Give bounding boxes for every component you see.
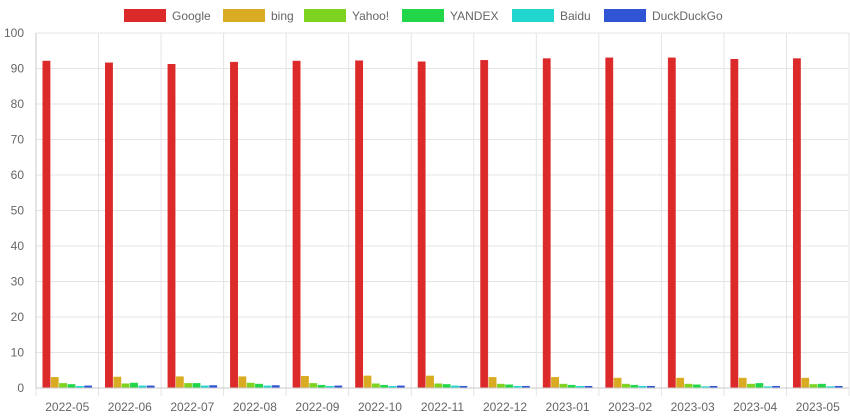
bar-yahoo-2023-05[interactable] — [809, 384, 818, 389]
x-tick-label: 2023-02 — [608, 400, 652, 414]
bar-yahoo-2023-01[interactable] — [559, 383, 568, 389]
bars — [42, 57, 843, 389]
legend-label: Yahoo! — [352, 9, 389, 23]
y-tick-label: 30 — [11, 275, 25, 289]
legend-swatch — [512, 9, 554, 22]
bar-yahoo-2023-04[interactable] — [747, 383, 755, 389]
x-tick-label: 2022-11 — [421, 400, 464, 414]
x-tick-label: 2023-03 — [671, 400, 715, 414]
bar-google-2022-08[interactable] — [230, 61, 238, 389]
x-tick-label: 2022-09 — [295, 400, 339, 414]
legend-label: YANDEX — [450, 9, 498, 23]
bar-google-2022-09[interactable] — [292, 60, 301, 389]
bar-google-2022-10[interactable] — [355, 60, 364, 389]
bar-yahoo-2022-11[interactable] — [434, 383, 443, 389]
bar-bing-2022-05[interactable] — [50, 377, 59, 389]
legend-item-yandex[interactable]: YANDEX — [402, 9, 498, 23]
y-tick-label: 50 — [11, 204, 25, 218]
x-tick-label: 2022-12 — [483, 400, 527, 414]
bar-yahoo-2022-09[interactable] — [309, 383, 318, 389]
bar-yahoo-2022-12[interactable] — [496, 383, 505, 389]
bar-bing-2022-10[interactable] — [363, 375, 372, 389]
bar-google-2022-06[interactable] — [105, 62, 113, 389]
legend-swatch — [223, 9, 265, 22]
bar-yahoo-2023-03[interactable] — [684, 383, 693, 389]
legend-label: DuckDuckGo — [652, 9, 723, 23]
bar-yahoo-2022-07[interactable] — [184, 383, 193, 389]
legend-label: bing — [271, 9, 294, 23]
bar-google-2022-05[interactable] — [42, 60, 51, 389]
legend-item-duckduckgo[interactable]: DuckDuckGo — [604, 9, 723, 23]
bar-google-2023-03[interactable] — [667, 57, 676, 389]
y-tick-label: 20 — [11, 310, 25, 324]
y-tick-label: 40 — [11, 239, 25, 253]
bar-google-2023-05[interactable] — [792, 58, 801, 389]
y-tick-label: 60 — [11, 168, 25, 182]
bar-bing-2023-03[interactable] — [676, 377, 685, 389]
y-tick-label: 90 — [11, 62, 25, 76]
x-tick-label: 2022-08 — [233, 400, 277, 414]
legend-item-bing[interactable]: bing — [223, 9, 294, 23]
bar-bing-2023-01[interactable] — [551, 377, 559, 389]
bar-yandex-2022-08[interactable] — [255, 383, 263, 389]
x-tick-label: 2022-05 — [45, 400, 89, 414]
bar-bing-2022-11[interactable] — [426, 375, 434, 389]
bar-bing-2022-12[interactable] — [488, 377, 497, 389]
bar-google-2023-02[interactable] — [605, 57, 614, 389]
legend-item-google[interactable]: Google — [124, 9, 211, 23]
y-tick-label: 100 — [4, 26, 24, 40]
bar-yandex-2023-04[interactable] — [755, 383, 764, 389]
bar-yahoo-2022-10[interactable] — [371, 383, 380, 389]
bar-yahoo-2022-06[interactable] — [121, 383, 130, 389]
bar-yandex-2023-05[interactable] — [817, 383, 826, 389]
bar-bing-2023-04[interactable] — [738, 377, 747, 389]
y-tick-label: 80 — [11, 97, 25, 111]
bar-bing-2022-09[interactable] — [300, 376, 309, 389]
legend-item-yahoo[interactable]: Yahoo! — [304, 9, 389, 23]
legend: Google bing Yahoo! YANDEX Baidu DuckDuckGo — [124, 9, 723, 23]
x-tick-label: 2022-06 — [108, 400, 152, 414]
bar-google-2022-07[interactable] — [167, 63, 176, 389]
bar-bing-2022-07[interactable] — [175, 376, 184, 389]
axes: 0 10 20 30 40 50 60 70 80 90 100 2022-05 2022-06 2022… — [4, 26, 849, 414]
bar-bing-2022-06[interactable] — [113, 376, 122, 389]
legend-item-baidu[interactable]: Baidu — [512, 9, 591, 23]
y-tick-label: 0 — [17, 381, 24, 395]
bar-yandex-2022-06[interactable] — [130, 382, 138, 389]
bar-google-2022-11[interactable] — [417, 61, 426, 389]
legend-swatch — [304, 9, 346, 22]
x-tick-label: 2022-10 — [358, 400, 402, 414]
bar-google-2023-01[interactable] — [542, 58, 551, 389]
x-tick-label: 2022-07 — [170, 400, 214, 414]
y-tick-label: 10 — [11, 346, 25, 360]
legend-swatch — [124, 9, 166, 22]
bar-yandex-2022-11[interactable] — [442, 384, 451, 389]
x-tick-label: 2023-01 — [546, 400, 590, 414]
bar-google-2022-12[interactable] — [480, 60, 489, 389]
x-tick-label: 2023-05 — [796, 400, 840, 414]
bar-yandex-2022-07[interactable] — [192, 383, 201, 389]
legend-swatch — [402, 9, 444, 22]
bar-bing-2023-02[interactable] — [613, 377, 622, 389]
bar-bing-2022-08[interactable] — [238, 376, 247, 389]
bar-yahoo-2023-02[interactable] — [622, 383, 630, 389]
legend-swatch — [604, 9, 646, 22]
bar-yandex-2022-05[interactable] — [67, 384, 76, 389]
legend-label: Google — [172, 9, 211, 23]
bar-yahoo-2022-08[interactable] — [246, 382, 255, 389]
x-tick-label: 2023-04 — [733, 400, 777, 414]
y-tick-label: 70 — [11, 133, 25, 147]
legend-label: Baidu — [560, 9, 591, 23]
bar-google-2023-04[interactable] — [730, 59, 739, 389]
bar-bing-2023-05[interactable] — [801, 377, 810, 389]
grid — [35, 32, 850, 396]
bar-yahoo-2022-05[interactable] — [59, 383, 68, 389]
